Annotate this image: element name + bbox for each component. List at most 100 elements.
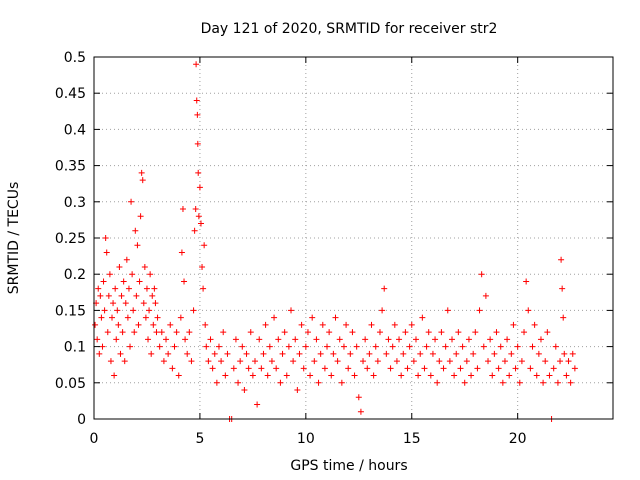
data-point xyxy=(544,329,551,336)
data-point xyxy=(207,336,214,343)
y-tick-label: 0.1 xyxy=(64,340,86,356)
y-tick-label: 0.45 xyxy=(55,86,86,102)
data-point xyxy=(151,285,158,292)
data-point xyxy=(114,307,121,314)
data-point xyxy=(421,365,428,372)
data-point xyxy=(438,329,445,336)
data-point xyxy=(366,350,373,357)
data-point xyxy=(175,372,182,379)
data-point xyxy=(309,314,316,321)
data-point xyxy=(355,394,362,401)
data-point xyxy=(560,314,567,321)
data-point xyxy=(482,292,489,299)
data-point xyxy=(102,235,109,241)
data-point xyxy=(514,343,521,350)
data-point xyxy=(558,256,565,263)
data-point xyxy=(504,336,511,343)
data-point xyxy=(315,379,322,386)
data-point xyxy=(142,314,149,321)
data-point xyxy=(442,343,449,350)
data-point xyxy=(140,300,147,307)
data-point xyxy=(304,329,311,336)
data-point xyxy=(147,271,154,278)
data-point xyxy=(383,350,390,357)
data-point xyxy=(349,329,356,336)
data-point xyxy=(150,321,157,328)
data-point xyxy=(116,263,123,270)
data-point xyxy=(567,379,574,386)
data-point xyxy=(317,350,324,357)
data-point xyxy=(218,358,225,365)
data-point xyxy=(385,336,392,343)
y-axis-label: SRMTID / TECUs xyxy=(6,182,22,295)
data-point xyxy=(141,263,148,270)
data-point xyxy=(154,314,161,321)
data-point xyxy=(235,379,242,386)
data-point xyxy=(281,329,288,336)
data-point xyxy=(311,358,318,365)
data-point xyxy=(119,329,126,336)
data-point xyxy=(531,321,538,328)
data-point xyxy=(353,343,360,350)
data-point xyxy=(131,329,138,336)
data-point xyxy=(285,343,292,350)
data-point xyxy=(476,307,483,314)
data-point xyxy=(313,336,320,343)
data-point xyxy=(402,329,409,336)
data-point xyxy=(275,336,282,343)
data-point xyxy=(347,350,354,357)
data-point xyxy=(94,336,101,343)
data-point xyxy=(98,314,105,321)
data-point xyxy=(193,61,200,68)
data-point xyxy=(125,285,132,292)
data-point xyxy=(501,358,508,365)
data-point xyxy=(425,329,432,336)
data-point xyxy=(195,213,202,220)
data-point xyxy=(132,227,139,234)
data-point xyxy=(340,343,347,350)
data-point xyxy=(368,321,375,328)
data-point xyxy=(254,401,261,408)
data-point xyxy=(107,358,114,365)
data-point xyxy=(298,321,305,328)
data-point xyxy=(489,372,496,379)
y-tick-label: 0.35 xyxy=(55,159,86,175)
data-point xyxy=(100,278,107,285)
data-point xyxy=(260,350,267,357)
data-point xyxy=(146,307,153,314)
data-point xyxy=(143,285,150,292)
data-point xyxy=(391,321,398,328)
data-point xyxy=(264,372,271,379)
data-point xyxy=(360,358,367,365)
y-tick-label: 0.4 xyxy=(64,122,86,138)
data-point xyxy=(139,177,146,184)
data-point xyxy=(412,336,419,343)
data-point xyxy=(167,321,174,328)
data-point xyxy=(533,372,540,379)
chart-title: Day 121 of 2020, SRMTID for receiver str… xyxy=(201,21,498,37)
data-point xyxy=(563,372,570,379)
data-point xyxy=(449,336,456,343)
data-point xyxy=(205,358,212,365)
data-point xyxy=(97,292,104,299)
data-point xyxy=(451,372,458,379)
data-point xyxy=(423,343,430,350)
data-point xyxy=(561,350,568,357)
data-point xyxy=(523,278,530,285)
data-point xyxy=(398,372,405,379)
data-point xyxy=(463,358,470,365)
data-point xyxy=(121,358,128,365)
data-point xyxy=(258,365,265,372)
data-point xyxy=(184,350,191,357)
data-point xyxy=(292,336,299,343)
data-point xyxy=(268,358,275,365)
data-point xyxy=(245,365,252,372)
data-point xyxy=(203,343,210,350)
data-point xyxy=(396,336,403,343)
data-point xyxy=(192,206,199,213)
data-point xyxy=(173,329,180,336)
data-point xyxy=(130,307,137,314)
data-point xyxy=(389,343,396,350)
data-point xyxy=(120,278,127,285)
